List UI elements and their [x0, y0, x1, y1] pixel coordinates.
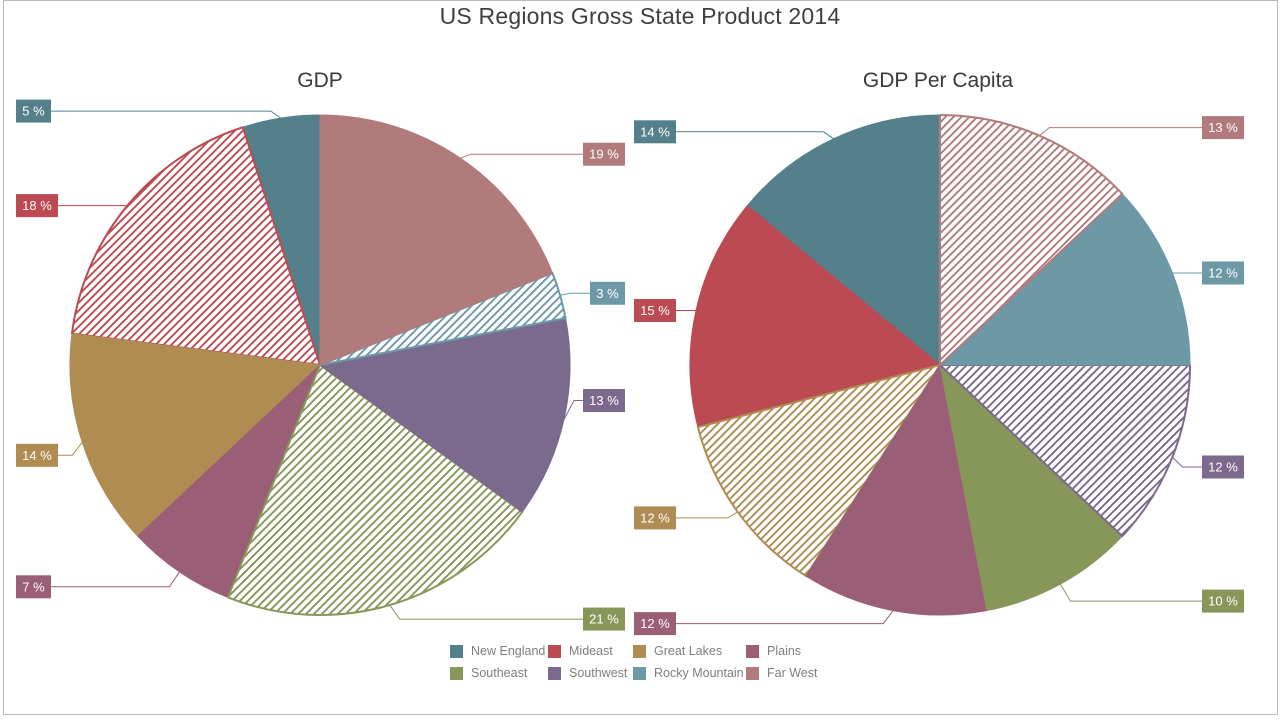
legend-item-rocky-mountain[interactable]: Rocky Mountain [633, 666, 746, 680]
label-text-gdp-mideast: 18 % [22, 198, 52, 213]
label-box-gdp-far-west [583, 142, 625, 166]
legend-swatch-mideast [548, 644, 561, 658]
pie-slice-gdp-southwest[interactable] [319, 317, 571, 513]
label-box-gdp-per-capita-far-west [1202, 116, 1244, 140]
label-text-gdp-per-capita-far-west: 13 % [1208, 120, 1238, 135]
pie-slice-gdp-per-capita-mideast[interactable] [689, 205, 941, 428]
label-text-gdp-southwest: 13 % [589, 393, 619, 408]
label-text-gdp-per-capita-mideast: 15 % [640, 303, 670, 318]
legend-item-mideast[interactable]: Mideast [548, 644, 633, 658]
label-box-gdp-mideast [16, 194, 58, 218]
pie-slice-gdp-great-lakes[interactable] [69, 333, 321, 537]
legend-item-great-lakes[interactable]: Great Lakes [633, 644, 746, 658]
label-connector-gdp-per-capita-great-lakes [676, 511, 738, 519]
legend-swatch-southwest [548, 666, 561, 680]
label-box-gdp-per-capita-rocky-mountain [1202, 261, 1244, 285]
label-text-gdp-per-capita-plains: 12 % [640, 616, 670, 631]
label-box-gdp-per-capita-plains [634, 612, 676, 636]
label-connector-gdp-per-capita-southeast [1059, 583, 1202, 602]
label-box-gdp-per-capita-great-lakes [634, 506, 676, 530]
label-box-gdp-per-capita-mideast [634, 299, 676, 322]
legend-label-mideast: Mideast [569, 644, 613, 658]
label-connector-gdp-per-capita-new-england [676, 131, 834, 140]
legend-swatch-far-west [746, 666, 759, 680]
legend: New England Mideast Great Lakes Plains South… [450, 644, 817, 680]
pie-gdp-per-capita: 14 % 15 % 12 % 12 % 10 % 12 % 12 % 13 % [634, 114, 1244, 636]
label-text-gdp-far-west: 19 % [589, 147, 619, 162]
label-connector-gdp-per-capita-southwest [1172, 456, 1202, 468]
label-text-gdp-rocky-mountain: 3 % [596, 286, 619, 301]
pie-slice-gdp-per-capita-plains[interactable] [805, 364, 988, 616]
pie-slice-gdp-per-capita-new-england[interactable] [746, 114, 941, 366]
pie-slice-gdp-per-capita-southeast[interactable] [939, 364, 1123, 612]
label-text-gdp-new-england: 5 % [22, 104, 45, 119]
label-box-gdp-per-capita-southeast [1202, 589, 1244, 613]
legend-swatch-southeast [450, 666, 463, 680]
pie-gdp: 5 % 18 % 14 % 7 % 21 % 13 % 3 % 19 % [16, 99, 625, 631]
label-text-gdp-per-capita-great-lakes: 12 % [640, 510, 670, 525]
pie-slice-gdp-per-capita-southwest[interactable] [939, 364, 1191, 538]
legend-label-southeast: Southeast [471, 666, 528, 680]
legend-label-rocky-mountain: Rocky Mountain [654, 666, 744, 680]
legend-item-new-england[interactable]: New England [450, 644, 548, 658]
chart-title: US Regions Gross State Product 2014 [439, 3, 841, 29]
label-connector-gdp-southeast [389, 604, 583, 620]
legend-item-southwest[interactable]: Southwest [548, 666, 633, 680]
pie-slice-gdp-per-capita-rocky-mountain[interactable] [939, 193, 1191, 366]
legend-label-southwest: Southwest [569, 666, 628, 680]
pie-slice-gdp-per-capita-great-lakes[interactable] [696, 364, 941, 578]
label-text-gdp-plains: 7 % [22, 579, 45, 594]
label-connector-gdp-per-capita-plains [676, 610, 894, 625]
label-text-gdp-southeast: 21 % [589, 612, 619, 627]
pie-slice-gdp-plains[interactable] [137, 364, 321, 598]
label-connector-gdp-new-england [51, 110, 282, 119]
legend-swatch-rocky-mountain [633, 666, 646, 680]
label-connector-gdp-great-lakes [58, 441, 83, 456]
label-connector-gdp-plains [51, 571, 180, 588]
label-text-gdp-per-capita-southwest: 12 % [1208, 460, 1238, 475]
legend-label-plains: Plains [767, 644, 802, 658]
label-connector-gdp-southwest [563, 400, 583, 420]
pie-title-gdp-per-capita: GDP Per Capita [862, 69, 1014, 92]
label-box-gdp-rocky-mountain [590, 281, 625, 305]
label-text-gdp-per-capita-new-england: 14 % [640, 124, 670, 139]
label-connector-gdp-rocky-mountain [560, 292, 590, 296]
label-box-gdp-southeast [583, 607, 625, 631]
label-box-gdp-new-england [16, 99, 51, 123]
legend-swatch-great-lakes [633, 644, 646, 658]
label-connector-gdp-per-capita-far-west [1038, 127, 1202, 136]
legend-swatch-plains [746, 644, 759, 658]
legend-label-far-west: Far West [767, 666, 818, 680]
label-text-gdp-per-capita-rocky-mountain: 12 % [1208, 266, 1238, 281]
label-box-gdp-southwest [583, 389, 625, 412]
label-text-gdp-per-capita-southeast: 10 % [1208, 594, 1238, 609]
legend-label-new-england: New England [471, 644, 546, 658]
legend-item-far-west[interactable]: Far West [746, 666, 817, 680]
label-box-gdp-great-lakes [16, 443, 58, 467]
legend-item-plains[interactable]: Plains [746, 644, 817, 658]
label-box-gdp-per-capita-southwest [1202, 455, 1244, 479]
label-text-gdp-great-lakes: 14 % [22, 448, 52, 463]
legend-label-great-lakes: Great Lakes [654, 644, 723, 658]
label-box-gdp-per-capita-new-england [634, 120, 676, 144]
legend-item-southeast[interactable]: Southeast [450, 666, 548, 680]
label-box-gdp-plains [16, 575, 51, 599]
pie-title-gdp: GDP [297, 69, 343, 92]
pie-slice-gdp-far-west[interactable] [319, 114, 553, 366]
label-connector-gdp-far-west [460, 153, 583, 159]
legend-swatch-new-england [450, 644, 463, 658]
